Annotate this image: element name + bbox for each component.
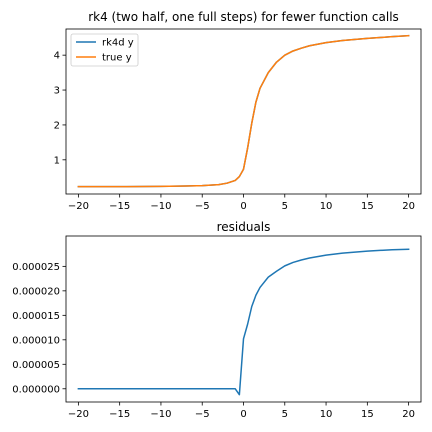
bottom-chart-title: residuals bbox=[217, 220, 271, 234]
top-x-tick-label: 10 bbox=[320, 201, 333, 212]
bottom-x-tick-label: −10 bbox=[150, 409, 171, 420]
bottom-y-tick-label: 0.000005 bbox=[12, 360, 60, 371]
legend-label-rk4d-y: rk4d y bbox=[102, 38, 134, 49]
top-axes-frame bbox=[65, 28, 422, 195]
bottom-axes: residuals −20 −15 −10 −5 0 5 10 15 20 0.0000000.… bbox=[12, 220, 422, 420]
top-y-tick-label: 2 bbox=[54, 120, 60, 131]
bottom-axes-frame bbox=[65, 235, 422, 403]
bottom-series-line-residual bbox=[77, 248, 410, 396]
bottom-x-tick-label: 15 bbox=[361, 409, 374, 420]
top-chart-title: rk4 (two half, one full steps) for fewer… bbox=[88, 10, 399, 24]
top-x-tick-label: 5 bbox=[282, 201, 288, 212]
bottom-x-tick-label: −20 bbox=[68, 409, 89, 420]
top-axes: rk4 (two half, one full steps) for fewer… bbox=[54, 10, 422, 212]
top-x-tick-label: 20 bbox=[402, 201, 415, 212]
top-x-tick-label: −15 bbox=[109, 201, 130, 212]
bottom-y-tick-label: 0.000020 bbox=[12, 286, 60, 297]
bottom-y-tick-label: 0.000025 bbox=[12, 262, 60, 273]
top-x-tick-label: −20 bbox=[68, 201, 89, 212]
top-y-ticks: 1 2 3 4 bbox=[54, 51, 66, 166]
bottom-y-ticks: 0.000000 0.000005 0.000010 0.000015 0.000020… bbox=[12, 262, 66, 395]
bottom-series-layer bbox=[77, 248, 410, 396]
top-y-tick-label: 4 bbox=[54, 51, 60, 62]
top-x-tick-label: 15 bbox=[361, 201, 374, 212]
legend-label-true-y: true y bbox=[102, 53, 132, 64]
bottom-x-tick-label: 10 bbox=[320, 409, 333, 420]
bottom-x-tick-label: 5 bbox=[282, 409, 288, 420]
bottom-y-tick-label: 0.000015 bbox=[12, 311, 60, 322]
bottom-x-tick-label: 0 bbox=[240, 409, 246, 420]
top-y-tick-label: 3 bbox=[54, 86, 60, 97]
top-series-layer bbox=[77, 34, 410, 188]
top-x-ticks: −20 −15 −10 −5 0 5 10 15 20 bbox=[68, 194, 415, 212]
top-y-tick-label: 1 bbox=[54, 155, 60, 166]
bottom-y-tick-label: 0.000010 bbox=[12, 335, 60, 346]
top-x-tick-label: 0 bbox=[240, 201, 246, 212]
bottom-x-ticks: −20 −15 −10 −5 0 5 10 15 20 bbox=[68, 402, 415, 420]
bottom-x-tick-label: −15 bbox=[109, 409, 130, 420]
top-legend: rk4d y true y bbox=[70, 33, 139, 67]
bottom-x-tick-label: −5 bbox=[195, 409, 210, 420]
top-series-line-true-y bbox=[77, 34, 410, 188]
bottom-x-tick-label: 20 bbox=[402, 409, 415, 420]
top-x-tick-label: −5 bbox=[195, 201, 210, 212]
bottom-y-tick-label: 0.000000 bbox=[12, 384, 60, 395]
top-x-tick-label: −10 bbox=[150, 201, 171, 212]
